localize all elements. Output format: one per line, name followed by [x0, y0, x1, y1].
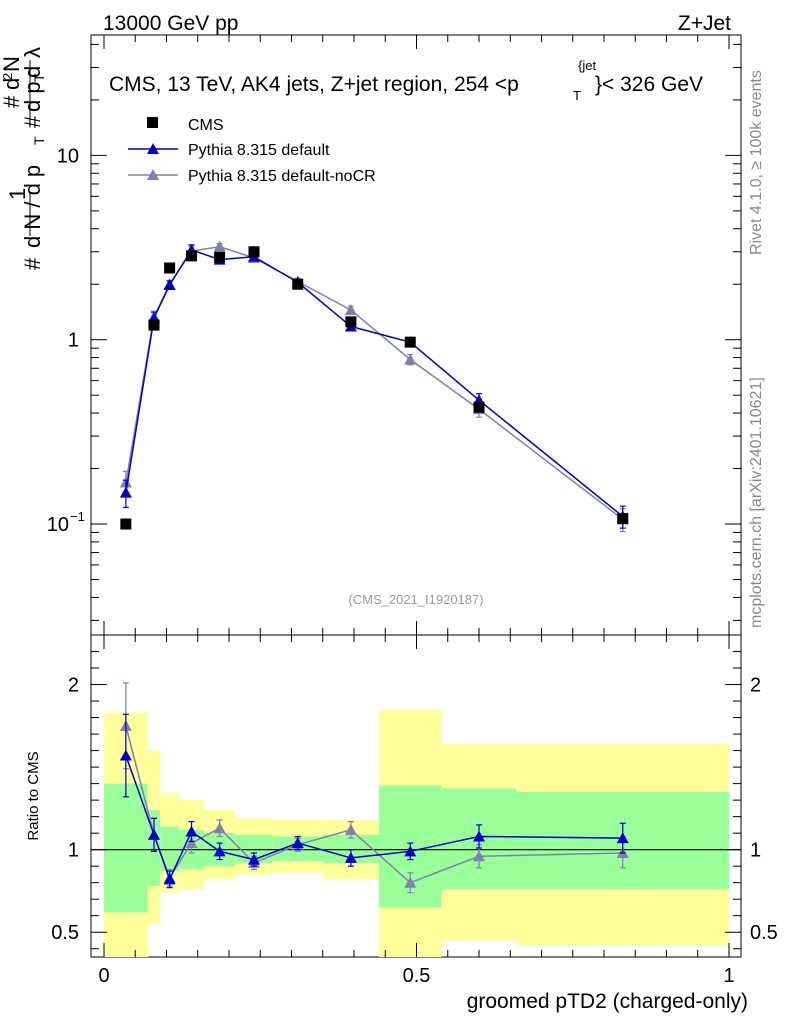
- series-1-point: [404, 353, 417, 365]
- y-tick-label-0.1: 10: [47, 514, 69, 536]
- svg-text:T: T: [31, 73, 47, 82]
- ratio-1-point: [473, 850, 485, 862]
- y-axis-label: # d N / d p T 1 # d p T d λ # d 2 N: [0, 47, 47, 270]
- ratio-0-point: [163, 873, 176, 885]
- legend: CMS Pythia 8.315 default Pythia 8.315 de…: [128, 117, 376, 185]
- svg-text:λ: λ: [20, 47, 45, 58]
- y-tick-label-1: 1: [68, 330, 79, 352]
- ratio-0-point: [185, 825, 198, 837]
- series-1-point: [213, 240, 226, 252]
- series-1-point: [344, 303, 357, 315]
- cms-data-point: [292, 278, 304, 290]
- main-series: [119, 240, 629, 533]
- svg-text:N: N: [0, 56, 24, 72]
- svg-text:#: #: [20, 257, 45, 270]
- series-0-point: [163, 279, 176, 291]
- x-axis-label: groomed pTD2 (charged-only): [467, 990, 748, 1013]
- band-inner-0: [104, 783, 148, 913]
- svg-text:2: 2: [0, 73, 15, 80]
- analysis-id: (CMS_2021_I1920187): [348, 592, 483, 607]
- cms-data-point: [186, 250, 197, 262]
- title-subscript: T: [573, 88, 581, 103]
- ratio-tick-label: 1: [68, 840, 79, 862]
- ratio-0-point: [148, 828, 160, 840]
- cms-data-point: [164, 262, 176, 274]
- ratio-0-point: [404, 845, 417, 857]
- ratio-series: [119, 682, 629, 894]
- svg-text:#: #: [0, 95, 24, 108]
- legend-default-marker: [147, 143, 159, 154]
- ratio-0-point: [291, 837, 304, 849]
- ratio-tick-label-right: 0.5: [750, 922, 778, 944]
- ratio-0-point: [213, 845, 226, 857]
- svg-text:T: T: [31, 136, 47, 145]
- cms-data-point: [120, 518, 132, 530]
- svg-text:d: d: [0, 78, 24, 90]
- legend-default-label: Pythia 8.315 default: [188, 142, 330, 159]
- process-label: Z+Jet: [678, 12, 731, 35]
- mcplots-label: mcplots.cern.ch [arXiv:2401.10621]: [748, 377, 765, 628]
- ratio-0-point: [473, 830, 485, 842]
- svg-text:d: d: [20, 66, 45, 78]
- cms-data-point: [404, 336, 416, 348]
- x-tick-label: 1: [723, 965, 734, 987]
- plot-title: CMS, 13 TeV, AK4 jets, Z+jet region, 254…: [109, 58, 703, 103]
- legend-nocr-label: Pythia 8.315 default-noCR: [188, 168, 376, 185]
- x-tick-label: 0: [98, 965, 109, 987]
- legend-cms-label: CMS: [188, 117, 224, 134]
- ratio-uncertainty-bands: [91, 709, 741, 957]
- ratio-0-point: [248, 853, 260, 865]
- ratio-1-point: [404, 876, 417, 888]
- svg-text:d p: d p: [20, 81, 45, 112]
- ratio-0-point: [616, 832, 629, 844]
- cms-data-point: [473, 401, 485, 413]
- cms-data-point: [148, 319, 160, 331]
- ratio-1-point: [185, 837, 198, 849]
- ratio-y-label: Ratio to CMS: [25, 751, 42, 840]
- rivet-label: Rivet 4.1.0, ≥ 100k events: [748, 70, 765, 255]
- ratio-tick-label: 2: [68, 675, 79, 697]
- cms-data-point: [214, 251, 226, 263]
- x-tick-label: 0.5: [403, 965, 431, 987]
- ratio-1-point: [213, 822, 226, 834]
- ratio-tick-label-right: 1: [750, 840, 761, 862]
- svg-text:d N / d p: d N / d p: [20, 165, 45, 248]
- cms-data-point: [248, 246, 260, 258]
- y-tick-label-10: 10: [57, 145, 79, 167]
- series-0-point: [119, 486, 132, 498]
- title-superscript: {jet: [578, 58, 596, 73]
- svg-text:#: #: [20, 115, 45, 128]
- ratio-tick-label-right: 2: [750, 675, 761, 697]
- energy-label: 13000 GeV pp: [103, 12, 238, 35]
- legend-cms-marker: [147, 117, 158, 128]
- legend-nocr-marker: [147, 169, 159, 180]
- title-tail: }< 326 GeV: [595, 73, 703, 96]
- band-inner-2: [160, 826, 179, 872]
- series-line-0: [125, 249, 624, 517]
- ratio-0-point: [344, 851, 357, 863]
- ratio-tick-label: 0.5: [51, 922, 79, 944]
- y-tick-exponent: −1: [70, 509, 85, 524]
- ratio-0-point: [119, 749, 132, 761]
- ratio-1-point: [344, 823, 357, 835]
- svg-text:1: 1: [5, 188, 30, 200]
- title-text: CMS, 13 TeV, AK4 jets, Z+jet region, 254…: [109, 73, 519, 96]
- series-line-1: [125, 245, 624, 520]
- cms-data-point: [617, 513, 629, 525]
- cms-data-point: [345, 316, 357, 328]
